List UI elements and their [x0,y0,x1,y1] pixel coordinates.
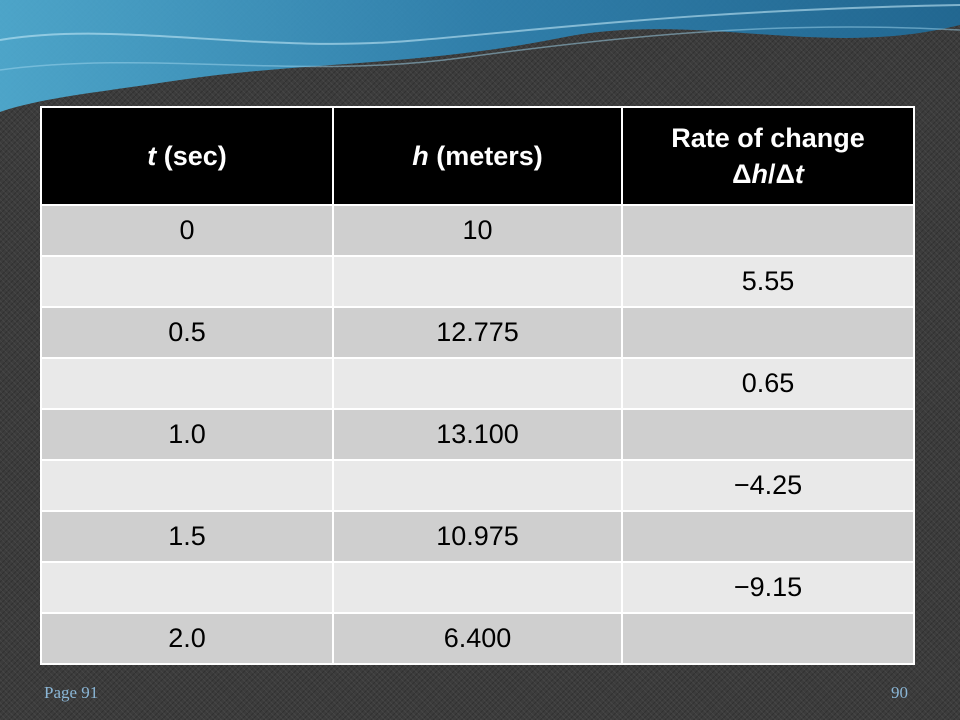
slide-number: 90 [891,683,908,702]
header-t-sec: t (sec) [40,106,334,206]
cell-h: 6.400 [332,612,623,665]
table-row: 0 10 [40,204,915,257]
cell-rate [621,408,915,461]
table-row: −9.15 [40,561,915,614]
cell-h: 10 [332,204,623,257]
table-row: 1.0 13.100 [40,408,915,461]
cell-t [40,255,334,308]
cell-h [332,459,623,512]
header-rate-of-change: Rate of change Δh/Δt [621,106,915,206]
cell-h [332,357,623,410]
cell-rate: 0.65 [621,357,915,410]
cell-t [40,357,334,410]
cell-t: 1.0 [40,408,334,461]
cell-t: 2.0 [40,612,334,665]
table-row: 2.0 6.400 [40,612,915,665]
cell-h: 12.775 [332,306,623,359]
table-header-row: t (sec) h (meters) Rate of change Δh/Δt [40,106,915,206]
cell-rate: −4.25 [621,459,915,512]
cell-t: 0.5 [40,306,334,359]
cell-rate [621,612,915,665]
table-row: 5.55 [40,255,915,308]
table-row: 1.5 10.975 [40,510,915,563]
table-row: −4.25 [40,459,915,512]
cell-t [40,459,334,512]
cell-rate: 5.55 [621,255,915,308]
cell-h: 10.975 [332,510,623,563]
header-wave-decoration [0,0,960,112]
cell-rate: −9.15 [621,561,915,614]
footer-page-reference: Page 91 [44,683,99,702]
header-h-meters: h (meters) [332,106,623,206]
rate-of-change-table: t (sec) h (meters) Rate of change Δh/Δt … [40,106,915,665]
cell-rate [621,204,915,257]
table-row: 0.5 12.775 [40,306,915,359]
cell-t [40,561,334,614]
cell-h [332,561,623,614]
table-row: 0.65 [40,357,915,410]
cell-rate [621,510,915,563]
cell-t: 1.5 [40,510,334,563]
cell-h: 13.100 [332,408,623,461]
cell-t: 0 [40,204,334,257]
cell-h [332,255,623,308]
cell-rate [621,306,915,359]
